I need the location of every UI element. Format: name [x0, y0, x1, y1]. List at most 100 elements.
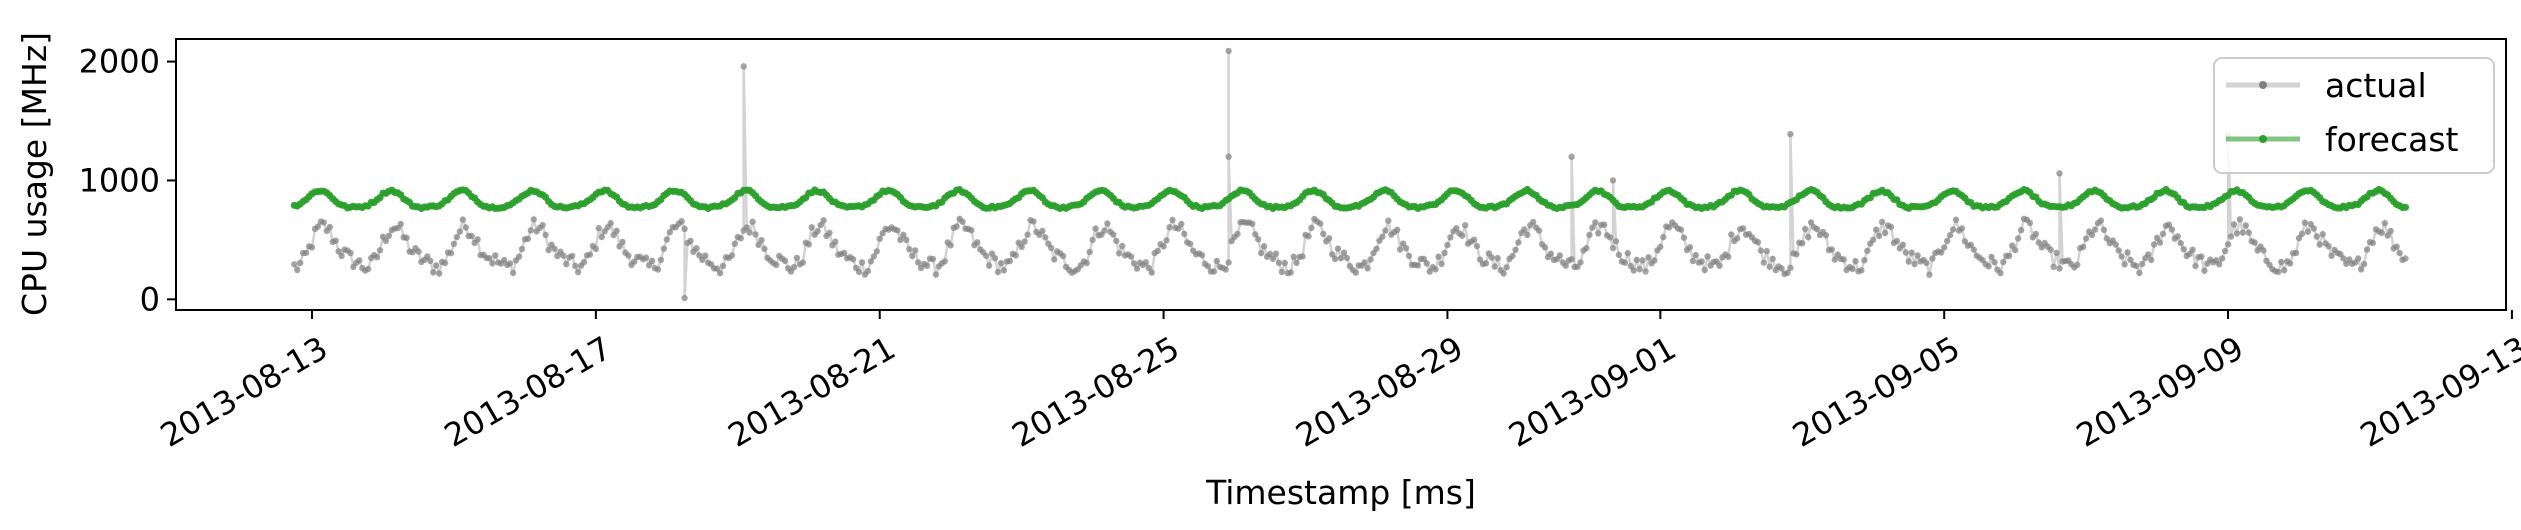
data-point-actual — [1473, 242, 1481, 250]
data-point-actual — [1864, 247, 1871, 254]
data-point-actual — [2032, 230, 2040, 238]
data-point-actual — [1491, 263, 1499, 270]
data-point-actual — [572, 262, 579, 270]
data-point-actual — [1660, 233, 1667, 241]
data-point-actual — [2156, 239, 2164, 246]
data-point-actual — [527, 227, 534, 234]
data-point-actual — [563, 260, 570, 268]
data-point-actual — [1083, 259, 1090, 267]
x-tick-label: 2013-09-09 — [2070, 329, 2250, 455]
data-point-actual — [1612, 238, 1620, 245]
data-point-actual — [1178, 220, 1185, 228]
data-point-actual — [2139, 260, 2146, 268]
data-point-actual — [1225, 259, 1232, 266]
data-point-actual — [2304, 228, 2312, 235]
data-point-actual — [974, 239, 981, 246]
data-point-actual — [2006, 252, 2013, 259]
data-point-actual — [858, 259, 866, 266]
data-point-actual — [1802, 225, 1809, 233]
data-point-actual — [326, 223, 333, 231]
data-point-actual — [356, 257, 363, 264]
data-point-actual — [1541, 244, 1549, 251]
data-point-actual — [687, 237, 694, 245]
data-point-actual — [1275, 259, 1283, 266]
data-point-actual — [1130, 260, 1138, 267]
data-point-actual — [1337, 255, 1345, 262]
data-point-actual — [1396, 246, 1404, 253]
data-point-actual — [1645, 254, 1652, 261]
data-point-actual — [1754, 239, 1762, 246]
data-point-actual — [2148, 256, 2155, 264]
data-point-actual — [1012, 252, 1019, 259]
data-point-actual — [1875, 232, 1883, 240]
data-point-actual — [2112, 241, 2119, 248]
data-point-actual — [2136, 269, 2143, 277]
data-point-actual — [855, 268, 863, 276]
data-point-actual — [1225, 47, 1232, 55]
data-point-actual — [1630, 267, 1637, 274]
data-point-actual — [1187, 240, 1194, 248]
data-point-actual — [1426, 268, 1433, 275]
data-point-actual — [2227, 233, 2235, 240]
data-point-actual — [645, 262, 653, 269]
data-point-actual — [1340, 249, 1348, 256]
data-point-actual — [524, 235, 532, 242]
data-point-actual — [489, 260, 496, 267]
data-point-actual — [347, 249, 354, 257]
data-point-actual — [2035, 239, 2043, 246]
data-point-actual — [2242, 222, 2249, 229]
data-point-actual — [790, 264, 798, 271]
data-point-actual — [1941, 244, 1948, 251]
data-point-actual — [808, 224, 815, 231]
data-point-actual — [1946, 231, 1954, 239]
data-point-actual — [598, 233, 605, 241]
data-point-actual — [1290, 253, 1297, 260]
data-point-actual — [1805, 234, 1812, 241]
data-point-actual — [702, 252, 709, 259]
data-point-actual — [1039, 227, 1046, 234]
legend-entry-forecast: forecast — [2226, 120, 2459, 159]
data-point-actual — [1899, 241, 1907, 248]
data-point-actual — [314, 223, 322, 230]
data-point-actual — [2082, 235, 2090, 242]
data-point-actual — [1334, 245, 1342, 252]
data-point-actual — [1716, 262, 1723, 269]
x-axis-title: Timestamp [ms] — [1205, 473, 1476, 512]
data-point-actual — [1621, 259, 1629, 266]
y-tick-label: 2000 — [79, 43, 160, 81]
data-point-actual — [642, 254, 650, 261]
data-point-actual — [2325, 243, 2332, 250]
data-point-actual — [1997, 269, 2004, 277]
data-point-actual — [2301, 219, 2309, 226]
data-point-actual — [1757, 247, 1765, 254]
data-point-actual — [897, 236, 904, 244]
data-point-actual — [1938, 249, 1945, 256]
legend-box — [2213, 57, 2495, 174]
data-point-actual — [2251, 239, 2258, 246]
data-point-actual — [1787, 264, 1794, 271]
data-point-actual — [1734, 235, 1741, 242]
data-point-actual — [2088, 231, 2096, 239]
data-point-actual — [1878, 218, 1886, 225]
data-point-actual — [867, 258, 875, 265]
plot-series — [290, 47, 2410, 302]
data-point-actual — [1145, 264, 1153, 272]
data-point-actual — [663, 236, 670, 243]
legend-label-actual: actual — [2325, 66, 2427, 105]
data-point-actual — [2159, 230, 2167, 238]
data-point-actual — [1512, 246, 1519, 254]
data-point-actual — [1405, 252, 1413, 260]
data-point-actual — [2127, 256, 2134, 264]
data-point-actual — [903, 236, 910, 243]
data-point-actual — [436, 270, 443, 277]
data-point-actual — [569, 252, 576, 260]
data-point-actual — [2091, 226, 2099, 233]
data-point-actual — [2216, 261, 2223, 268]
data-point-actual — [373, 254, 381, 261]
data-point-actual — [1435, 253, 1442, 260]
data-point-actual — [1086, 248, 1093, 256]
data-point-actual — [2292, 249, 2300, 257]
data-point-actual — [1624, 250, 1632, 257]
data-point-actual — [2201, 267, 2208, 274]
